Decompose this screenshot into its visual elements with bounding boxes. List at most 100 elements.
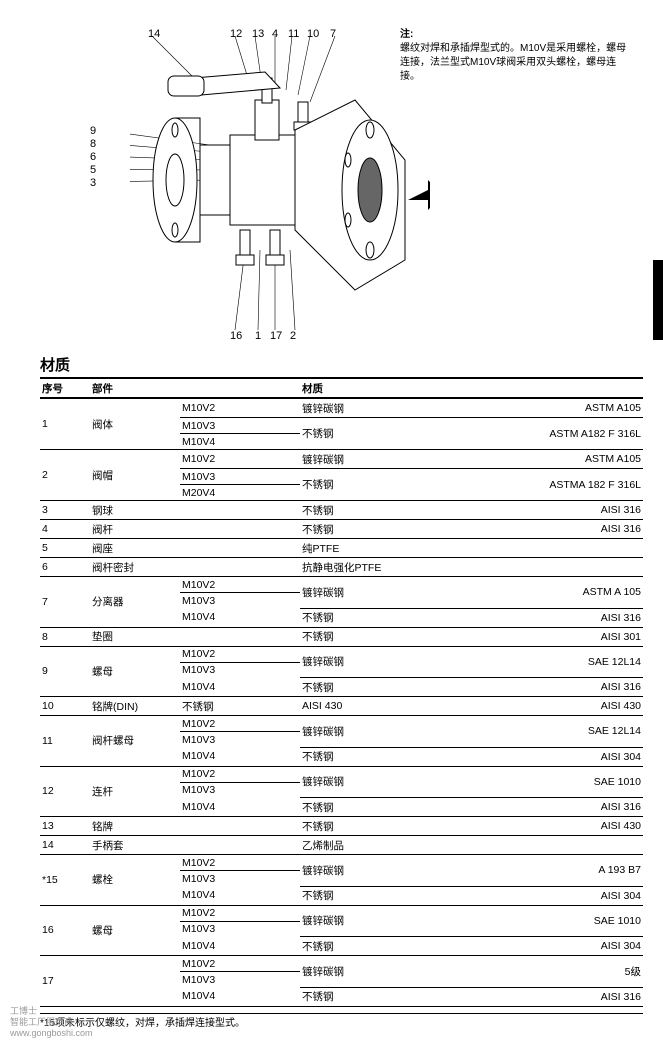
cell-spec: AISI 316 [450,520,643,539]
cell-variant: M10V4 [180,798,300,817]
cell-seq: 17 [40,956,90,1007]
cell-seq: 16 [40,905,90,956]
cell-seq: 1 [40,398,90,450]
callout-9: 9 [90,125,96,137]
callout-6: 6 [90,151,96,163]
cell-variant [180,817,300,836]
materials-table: 序号 部件 材质 1阀体M10V2镀锌碳钢ASTM A105M10V3不锈钢AS… [40,379,643,1007]
header-seq: 序号 [40,379,90,398]
cell-part: 阀座 [90,539,180,558]
cell-material: 镀锌碳钢 [300,398,450,418]
cell-material: 不锈钢 [300,937,450,956]
cell-variant: M10V3 [180,593,300,609]
cell-seq: 11 [40,716,90,767]
cell-material: 不锈钢 [300,678,450,697]
table-row: 5阀座 纯PTFE [40,539,643,558]
cell-material: 不锈钢 [300,627,450,646]
cell-spec: A 193 B7 [450,855,643,887]
cell-material: 镀锌碳钢 [300,956,450,988]
cell-seq: 7 [40,577,90,628]
section-title: 材质 [40,354,643,379]
callout-5: 5 [90,164,96,176]
watermark-line3: www.gongboshi.com [10,1028,93,1039]
cell-material: AISI 430 [300,697,450,716]
table-row: 2阀帽M10V2镀锌碳钢ASTM A105 [40,450,643,469]
cell-seq: 8 [40,627,90,646]
cell-spec: AISI 304 [450,886,643,905]
cell-material: 镀锌碳钢 [300,646,450,678]
cell-variant: M10V2 [180,716,300,732]
table-row: 11阀杆螺母M10V2镀锌碳钢SAE 12L14 [40,716,643,732]
note-title: 注: [400,28,635,42]
cell-material: 镀锌碳钢 [300,905,450,937]
cell-variant: M10V3 [180,732,300,748]
cell-material: 不锈钢 [300,817,450,836]
cell-part [90,956,180,1007]
valve-diagram [130,30,430,333]
cell-part: 螺栓 [90,855,180,906]
cell-spec: SAE 1010 [450,905,643,937]
footnote: *15项未标示仅螺纹，对焊，承插焊连接型式。 [40,1013,643,1029]
cell-spec [450,558,643,577]
diagram-area: 14 12 13 4 11 10 7 9 8 6 5 3 16 1 17 2 注… [40,20,643,350]
cell-spec: SAE 1010 [450,766,643,798]
cell-variant [180,501,300,520]
cell-material: 不锈钢 [300,798,450,817]
table-row: 10铭牌(DIN)不锈钢AISI 430AISI 430 [40,697,643,716]
cell-variant: M10V3 [180,662,300,678]
cell-spec [450,836,643,855]
table-row: 9螺母M10V2镀锌碳钢SAE 12L14 [40,646,643,662]
cell-seq: 10 [40,697,90,716]
cell-variant: M10V2 [180,398,300,418]
cell-spec: ASTM A105 [450,450,643,469]
side-tab [653,260,663,340]
table-row: 6阀杆密封抗静电强化PTFE [40,558,643,577]
cell-seq: 5 [40,539,90,558]
cell-seq: 9 [40,646,90,697]
watermark-line1: 工博士 [10,1006,93,1017]
table-row: 13铭牌不锈钢AISI 430 [40,817,643,836]
cell-part: 铭牌 [90,817,180,836]
cell-part: 垫圈 [90,627,180,646]
cell-spec: 5级 [450,956,643,988]
cell-material: 镀锌碳钢 [300,450,450,469]
cell-spec: AISI 316 [450,501,643,520]
cell-variant [180,539,300,558]
cell-part: 螺母 [90,646,180,697]
cell-variant: M10V2 [180,855,300,871]
cell-variant: M10V3 [180,782,300,798]
cell-variant: M10V4 [180,434,300,450]
cell-part: 手柄套 [90,836,180,855]
cell-variant: M10V4 [180,987,300,1006]
cell-part: 螺母 [90,905,180,956]
cell-variant: 不锈钢 [180,697,300,716]
cell-seq: 12 [40,766,90,817]
header-material: 材质 [300,379,450,398]
cell-variant: M20V4 [180,485,300,501]
cell-part: 连杆 [90,766,180,817]
cell-variant: M10V2 [180,766,300,782]
cell-part: 阀体 [90,398,180,450]
cell-spec: AISI 316 [450,987,643,1006]
cell-seq: 3 [40,501,90,520]
cell-variant: M10V4 [180,608,300,627]
cell-part: 铭牌(DIN) [90,697,180,716]
cell-variant: M10V2 [180,905,300,921]
watermark: 工博士 智能工厂服务商 www.gongboshi.com [10,1006,93,1038]
cell-material: 纯PTFE [300,539,450,558]
cell-material: 乙烯制品 [300,836,450,855]
cell-material: 不锈钢 [300,418,450,450]
cell-spec: SAE 12L14 [450,646,643,678]
cell-spec: AISI 304 [450,937,643,956]
cell-variant [180,836,300,855]
table-row: 12连杆M10V2镀锌碳钢SAE 1010 [40,766,643,782]
header-part: 部件 [90,379,180,398]
cell-part: 阀杆螺母 [90,716,180,767]
cell-seq: 6 [40,558,90,577]
cell-spec: AISI 301 [450,627,643,646]
cell-spec: AISI 316 [450,678,643,697]
callout-8: 8 [90,138,96,150]
cell-material: 不锈钢 [300,608,450,627]
table-row: 14手柄套乙烯制品 [40,836,643,855]
cell-variant: M10V2 [180,646,300,662]
